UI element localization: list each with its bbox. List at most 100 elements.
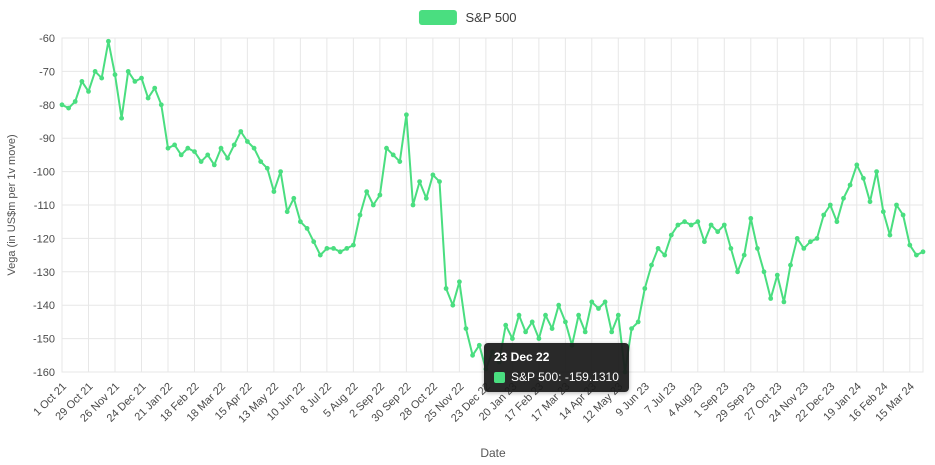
data-point[interactable] <box>66 105 71 111</box>
data-point[interactable] <box>351 242 356 248</box>
data-point[interactable] <box>192 149 197 155</box>
data-point[interactable] <box>755 246 760 251</box>
data-point[interactable] <box>880 209 886 215</box>
data-point[interactable] <box>675 222 681 228</box>
data-point[interactable] <box>854 162 860 168</box>
data-point[interactable] <box>642 286 648 291</box>
data-point[interactable] <box>847 182 853 188</box>
data-point[interactable] <box>695 219 701 225</box>
data-point[interactable] <box>106 38 111 44</box>
data-point[interactable] <box>602 299 608 305</box>
data-point[interactable] <box>119 115 124 121</box>
data-point[interactable] <box>251 145 257 151</box>
legend-item-sp500[interactable]: S&P 500 <box>418 10 517 25</box>
data-point[interactable] <box>377 192 383 198</box>
data-point[interactable] <box>384 145 389 151</box>
data-point[interactable] <box>821 212 827 218</box>
data-point[interactable] <box>629 326 634 331</box>
data-point[interactable] <box>867 199 873 205</box>
data-point[interactable] <box>576 312 581 318</box>
data-point[interactable] <box>132 79 138 84</box>
data-point[interactable] <box>410 202 416 208</box>
data-point[interactable] <box>344 246 350 251</box>
data-point[interactable] <box>841 195 846 201</box>
data-point[interactable] <box>788 262 793 268</box>
data-point[interactable] <box>914 252 919 258</box>
data-point[interactable] <box>516 312 522 318</box>
data-point[interactable] <box>907 242 913 248</box>
data-point[interactable] <box>397 159 403 165</box>
data-point[interactable] <box>225 155 231 161</box>
data-point[interactable] <box>218 145 224 151</box>
data-point[interactable] <box>278 169 283 175</box>
data-point[interactable] <box>609 329 615 335</box>
data-point[interactable] <box>158 102 164 108</box>
data-point[interactable] <box>834 219 840 225</box>
data-point[interactable] <box>125 69 131 74</box>
data-point[interactable] <box>662 252 668 258</box>
data-point[interactable] <box>211 162 217 168</box>
data-point[interactable] <box>86 89 91 94</box>
series-line-sp500[interactable] <box>61 40 924 373</box>
data-point[interactable] <box>887 232 893 238</box>
data-point[interactable] <box>761 269 767 275</box>
data-point[interactable] <box>304 226 310 231</box>
data-point[interactable] <box>258 159 264 165</box>
data-point[interactable] <box>708 222 714 228</box>
data-point[interactable] <box>649 262 654 268</box>
data-point[interactable] <box>457 279 462 285</box>
data-point[interactable] <box>794 236 800 241</box>
data-point[interactable] <box>615 312 621 318</box>
data-point[interactable] <box>702 239 707 245</box>
data-point[interactable] <box>331 246 336 251</box>
data-point[interactable] <box>894 202 899 208</box>
data-point[interactable] <box>198 159 204 165</box>
data-point[interactable] <box>72 99 78 104</box>
data-point[interactable] <box>317 252 323 258</box>
data-point[interactable] <box>417 179 422 185</box>
data-point[interactable] <box>748 216 754 221</box>
data-point[interactable] <box>721 222 727 228</box>
data-point[interactable] <box>357 212 363 218</box>
data-point[interactable] <box>874 169 879 175</box>
data-point[interactable] <box>172 142 178 148</box>
data-point[interactable] <box>470 352 475 358</box>
data-point[interactable] <box>245 139 250 144</box>
data-point[interactable] <box>536 336 542 341</box>
data-point[interactable] <box>801 246 807 251</box>
data-point[interactable] <box>476 342 482 348</box>
data-point[interactable] <box>284 209 290 215</box>
data-point[interactable] <box>510 336 515 341</box>
data-point[interactable] <box>563 319 568 325</box>
data-point[interactable] <box>715 229 721 235</box>
data-point[interactable] <box>523 329 528 335</box>
data-point[interactable] <box>139 75 144 81</box>
data-point[interactable] <box>112 72 118 78</box>
data-point[interactable] <box>589 299 595 305</box>
data-point[interactable] <box>443 286 449 291</box>
data-point[interactable] <box>238 129 244 134</box>
data-point[interactable] <box>549 326 555 331</box>
data-point[interactable] <box>185 145 191 151</box>
data-point[interactable] <box>920 249 926 255</box>
data-point[interactable] <box>781 299 787 305</box>
data-point[interactable] <box>404 112 409 118</box>
data-point[interactable] <box>423 195 429 201</box>
data-point[interactable] <box>231 142 237 148</box>
data-point[interactable] <box>99 75 105 81</box>
data-point[interactable] <box>735 269 740 275</box>
data-point[interactable] <box>145 95 151 101</box>
data-point[interactable] <box>178 152 184 158</box>
data-point[interactable] <box>324 246 330 251</box>
data-point[interactable] <box>682 219 687 225</box>
data-point[interactable] <box>370 202 376 208</box>
data-point[interactable] <box>668 232 674 238</box>
data-point[interactable] <box>271 189 277 195</box>
data-point[interactable] <box>768 296 774 301</box>
data-point[interactable] <box>635 319 641 325</box>
data-point[interactable] <box>543 312 548 318</box>
data-point[interactable] <box>582 329 588 335</box>
data-point[interactable] <box>529 319 535 325</box>
data-point[interactable] <box>463 326 469 331</box>
data-point[interactable] <box>437 179 442 185</box>
